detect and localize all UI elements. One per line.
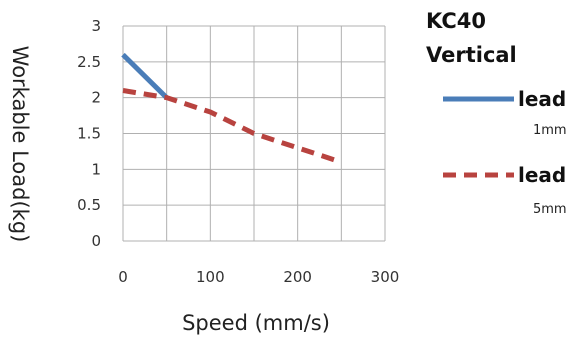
y-tick-label: 1 bbox=[91, 160, 101, 178]
x-tick-label: 200 bbox=[283, 268, 312, 286]
y-axis-label: Workable Load(kg) bbox=[8, 46, 32, 243]
x-tick-label: 300 bbox=[371, 268, 400, 286]
legend-title-line1: KC40 bbox=[426, 9, 486, 33]
series-layer bbox=[121, 52, 343, 165]
legend-title-line2: Vertical bbox=[426, 43, 517, 67]
legend-sublabel-5mm: 5mm bbox=[533, 202, 567, 217]
plot-area bbox=[121, 25, 386, 242]
legend-label-lead-1mm: lead bbox=[518, 87, 566, 111]
legend-sublabel-1mm: 1mm bbox=[533, 123, 567, 138]
y-tick-label: 0 bbox=[91, 232, 101, 250]
y-tick-label: 3 bbox=[91, 17, 101, 35]
y-tick-label: 2 bbox=[91, 89, 101, 107]
series-line-1mm bbox=[121, 52, 169, 100]
series-line-5mm bbox=[122, 88, 343, 165]
legend: KC40 Vertical lead 1mm lead 5mm bbox=[426, 9, 567, 217]
x-tick-label: 100 bbox=[196, 268, 225, 286]
x-axis-label: Speed (mm/s) bbox=[182, 311, 330, 335]
y-tick-label: 0.5 bbox=[77, 196, 101, 214]
legend-label-lead-5mm: lead bbox=[518, 163, 566, 187]
x-axis-ticks: 0 100 200 300 bbox=[118, 268, 399, 286]
y-axis-ticks: 0 0.5 1 1.5 2 2.5 3 bbox=[77, 17, 101, 250]
y-tick-label: 2.5 bbox=[77, 53, 101, 71]
y-tick-label: 1.5 bbox=[77, 125, 101, 143]
x-tick-label: 0 bbox=[118, 268, 128, 286]
